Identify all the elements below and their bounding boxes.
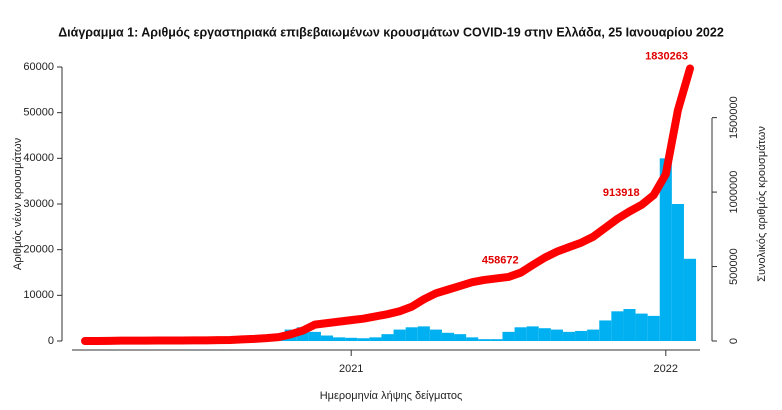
- y2-axis-label: Συνολικός αριθμός κρουσμάτων: [756, 126, 768, 282]
- y-tick-label: 60000: [23, 61, 54, 73]
- bar: [454, 334, 467, 341]
- bar: [478, 339, 491, 341]
- bar: [369, 337, 382, 341]
- bar: [357, 338, 370, 341]
- bar: [587, 329, 600, 341]
- y2-tick-label: 500000: [728, 248, 740, 285]
- value-label: 1830263: [645, 50, 688, 62]
- bar: [647, 315, 660, 341]
- y-tick-label: 10000: [23, 289, 54, 301]
- bar: [490, 339, 503, 341]
- bar: [466, 337, 479, 341]
- y-tick-label: 20000: [23, 244, 54, 256]
- bar: [671, 204, 684, 341]
- bar: [308, 331, 321, 341]
- x-tick-label: 2022: [654, 363, 678, 375]
- y-tick-label: 30000: [23, 198, 54, 210]
- y-tick-label: 40000: [23, 152, 54, 164]
- bar: [562, 331, 576, 341]
- bar: [550, 329, 563, 341]
- bar: [405, 327, 418, 341]
- value-label: 913918: [603, 187, 640, 199]
- y-axis-label: Αριθμός νέων κρουσμάτων: [12, 137, 24, 270]
- bar: [538, 328, 551, 341]
- y-tick-label: 50000: [23, 107, 54, 119]
- bar: [575, 330, 588, 341]
- bar: [635, 313, 648, 341]
- bar: [514, 327, 527, 341]
- bar: [623, 309, 636, 341]
- x-axis-label: Ημερομηνία λήψης δείγματος: [320, 390, 463, 402]
- x-tick-label: 2021: [339, 363, 363, 375]
- bar: [393, 329, 406, 341]
- y-tick-label: 0: [48, 335, 54, 347]
- bar: [417, 326, 430, 341]
- bar: [611, 311, 624, 341]
- bar: [502, 331, 515, 341]
- value-label: 458672: [482, 255, 519, 267]
- y2-tick-label: 1500000: [728, 96, 740, 139]
- y2-tick-label: 1000000: [728, 171, 740, 214]
- bar: [320, 335, 334, 341]
- cumulative-line: [81, 64, 694, 345]
- bar: [659, 158, 672, 341]
- bar: [683, 258, 697, 341]
- bar: [333, 337, 346, 341]
- bar: [526, 326, 539, 341]
- bar: [345, 337, 358, 341]
- bar: [381, 334, 394, 341]
- y2-tick-label: 0: [728, 338, 740, 344]
- bar: [441, 332, 455, 341]
- chart-title: Διάγραμμα 1: Αριθμός εργαστηριακά επιβεβ…: [58, 25, 724, 39]
- bar: [429, 329, 442, 341]
- bar: [599, 320, 612, 341]
